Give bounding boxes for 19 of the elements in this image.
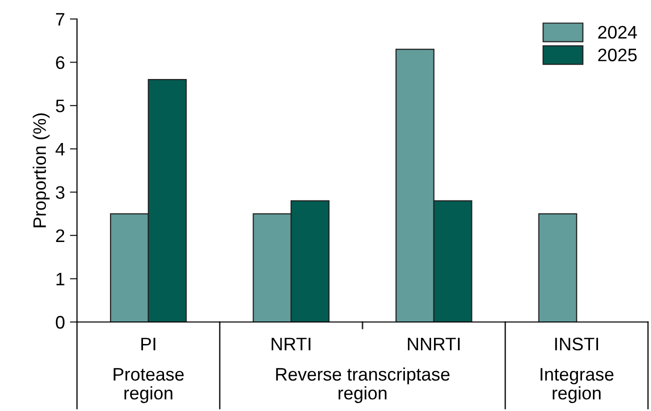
bar	[538, 213, 578, 322]
y-axis-title: Proportion (%)	[32, 113, 50, 228]
y-tick-label: 7	[56, 13, 64, 26]
x-tick-label: INSTI	[555, 338, 598, 350]
y-tick-label: 1	[56, 272, 64, 286]
text: Reverse transcriptase region	[276, 367, 450, 404]
y-tick-label: 2	[56, 229, 64, 242]
legend-label: 2025	[598, 48, 637, 62]
legend-label: 2024	[598, 26, 637, 39]
text: Integrase region	[540, 368, 614, 404]
x-tick-label: PI	[141, 338, 156, 350]
text: Protease region	[114, 368, 184, 404]
y-tick-label: 5	[56, 100, 64, 112]
x-tick-label: NRTI	[272, 338, 310, 350]
y-tick-label: 4	[56, 142, 65, 156]
y-tick-label: 0	[56, 316, 64, 329]
y-tick-label: 6	[56, 56, 64, 70]
y-tick-label: 3	[56, 186, 64, 199]
x-tick-label: NNRTI	[408, 338, 460, 350]
